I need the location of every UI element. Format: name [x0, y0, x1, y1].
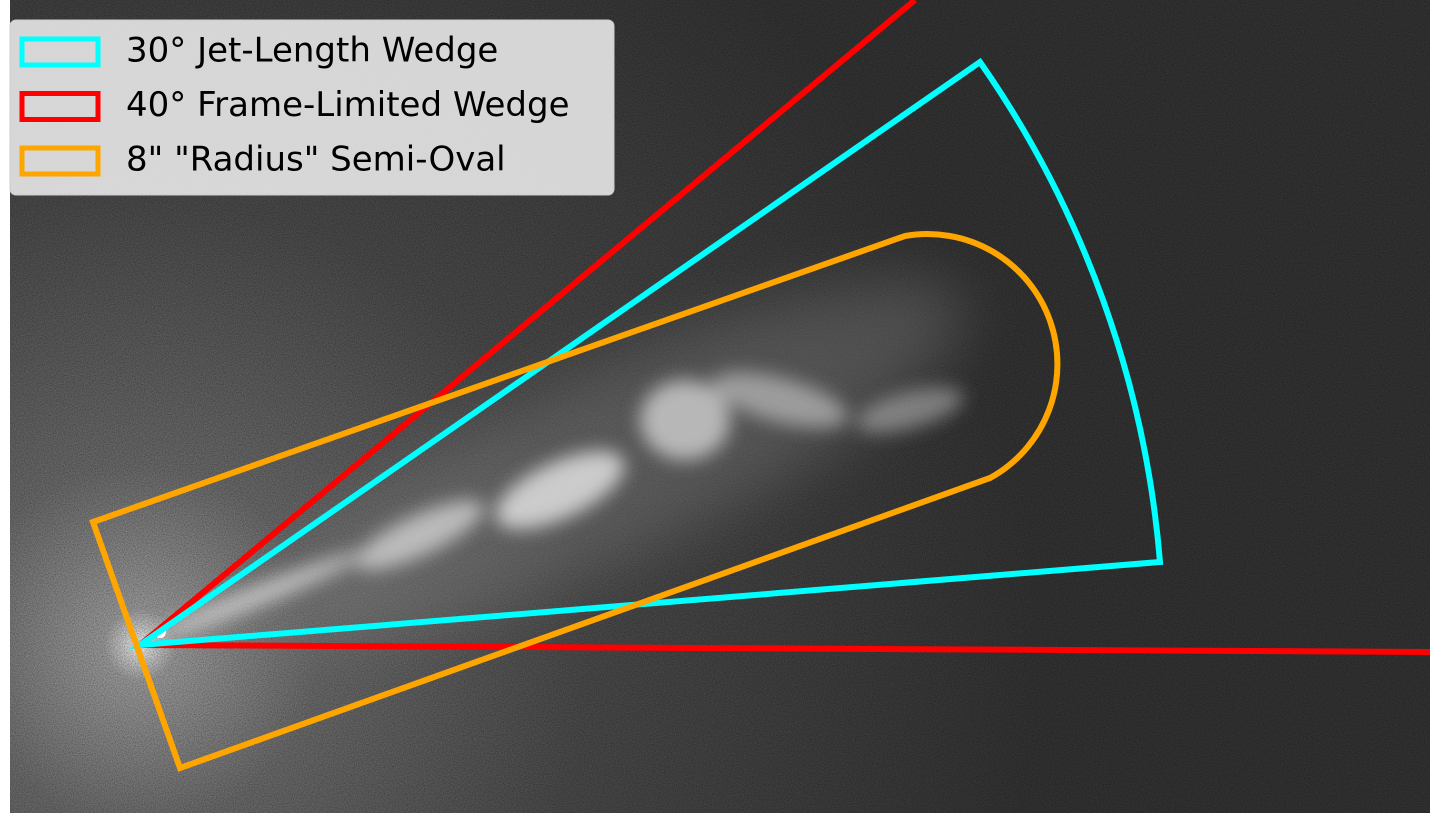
region-outline: [129, 57, 1164, 649]
legend-label: 8" "Radius" Semi-Oval: [126, 140, 506, 180]
legend-label: 30° Jet-Length Wedge: [126, 31, 498, 71]
legend-swatch: [19, 91, 101, 122]
legend-label: 40° Frame-Limited Wedge: [126, 85, 570, 125]
overlays: [89, 0, 1431, 772]
legend: 30° Jet-Length Wedge 40° Frame-Limited We…: [9, 19, 615, 196]
legend-frame: [9, 19, 615, 196]
region-outline: [89, 231, 1061, 772]
legend-swatch: [19, 36, 101, 68]
legend-swatch: [19, 145, 101, 177]
